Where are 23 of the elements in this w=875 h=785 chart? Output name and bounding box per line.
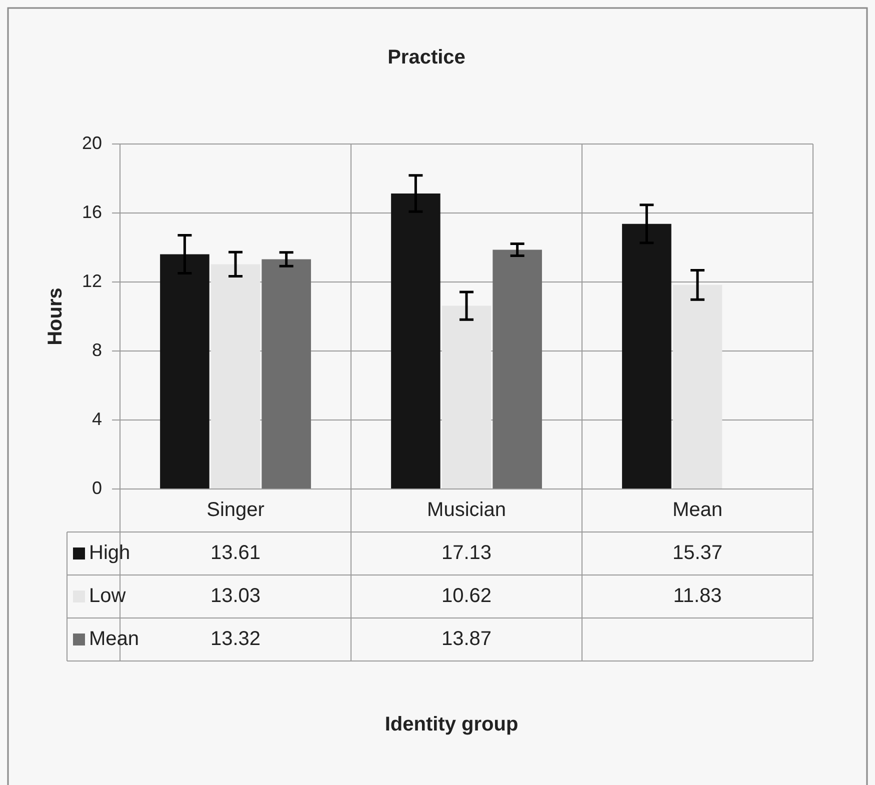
y-tick-label: 4 [92, 408, 102, 429]
y-axis-title: Hours [44, 288, 67, 346]
x-tick-label: Mean [672, 499, 723, 522]
data-label: 13.32 [210, 628, 261, 650]
data-label: 13.87 [441, 628, 492, 650]
y-tick-label: 0 [92, 478, 102, 498]
data-label: 13.03 [210, 585, 261, 608]
legend-label: Mean [89, 628, 140, 650]
text: Identity group [384, 714, 518, 736]
y-tick-label: 12 [82, 270, 102, 291]
x-tick-label: Singer [206, 499, 265, 522]
legend-label: High [89, 542, 130, 564]
y-tick-label: 20 [82, 132, 102, 153]
legend-label: Low [89, 585, 126, 608]
data-label: 10.62 [441, 585, 492, 608]
data-label: 17.13 [441, 542, 492, 564]
x-tick-label: Musician [427, 499, 506, 522]
data-label: 15.37 [672, 542, 723, 564]
y-tick-label: 8 [92, 340, 102, 360]
y-tick-label: 16 [82, 202, 102, 222]
chart-title: Practice [388, 46, 466, 69]
data-label: 11.83 [673, 585, 722, 608]
data-label: 13.61 [210, 542, 261, 564]
